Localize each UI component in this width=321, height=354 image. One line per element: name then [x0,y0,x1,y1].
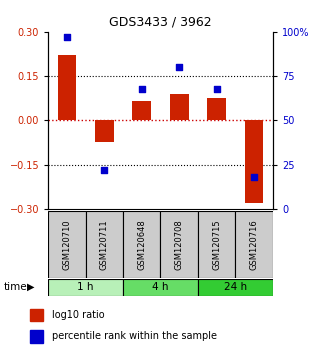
Text: 1 h: 1 h [77,282,94,292]
Text: log10 ratio: log10 ratio [52,310,105,320]
Bar [160,211,198,278]
Bar [198,279,273,296]
Bar [235,211,273,278]
Text: GSM120710: GSM120710 [62,219,71,270]
Point [102,167,107,173]
Text: GSM120716: GSM120716 [250,219,259,270]
Point [64,34,69,40]
Bar [123,279,198,296]
Text: ▶: ▶ [27,282,34,292]
Bar [198,211,235,278]
Text: GDS3433 / 3962: GDS3433 / 3962 [109,16,212,29]
Text: GSM120708: GSM120708 [175,219,184,270]
Bar [30,330,44,343]
Bar [207,98,226,120]
Bar [86,211,123,278]
Point [214,86,219,91]
Text: GSM120715: GSM120715 [212,219,221,270]
Bar [57,56,76,120]
Text: GSM120648: GSM120648 [137,219,146,270]
Point [139,86,144,91]
Bar [48,279,123,296]
Bar [132,101,151,120]
Bar [170,94,188,120]
Bar [48,211,86,278]
Bar [245,120,264,203]
Text: 24 h: 24 h [224,282,247,292]
Point [177,64,182,70]
Text: 4 h: 4 h [152,282,169,292]
Point [252,174,257,180]
Bar [123,211,160,278]
Text: percentile rank within the sample: percentile rank within the sample [52,331,217,341]
Bar [30,309,44,321]
Text: time: time [3,282,27,292]
Bar [95,120,114,143]
Text: GSM120711: GSM120711 [100,219,109,270]
